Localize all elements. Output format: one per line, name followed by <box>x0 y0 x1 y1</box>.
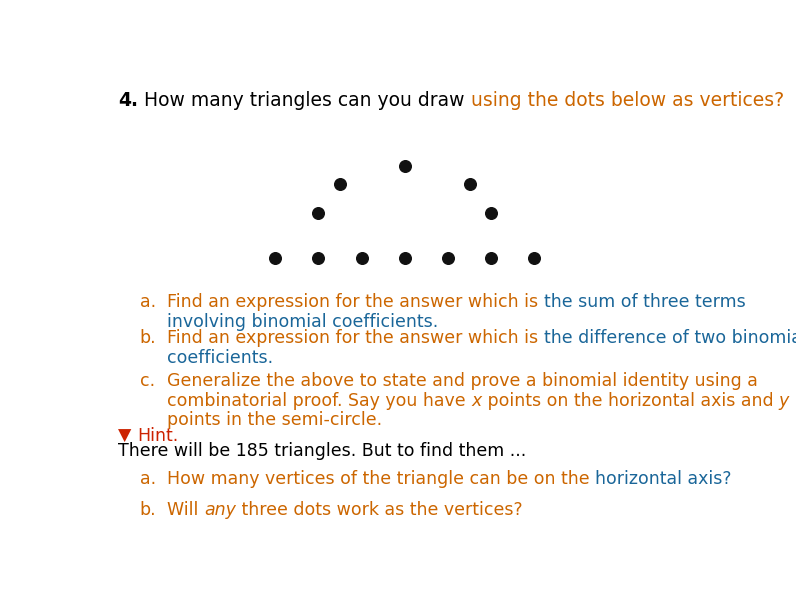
Text: the difference of two binomial: the difference of two binomial <box>544 330 796 347</box>
Point <box>399 161 412 171</box>
Text: 4.: 4. <box>118 92 138 110</box>
Text: There will be 185 triangles. But to find them ...: There will be 185 triangles. But to find… <box>118 442 526 461</box>
Text: a.: a. <box>139 470 156 488</box>
Point <box>528 253 540 263</box>
Text: b.: b. <box>139 330 156 347</box>
Text: Find an expression for the answer which is: Find an expression for the answer which … <box>167 330 544 347</box>
Text: Find an expression for the answer which is: Find an expression for the answer which … <box>167 293 544 311</box>
Text: three dots work as the vertices?: three dots work as the vertices? <box>236 501 523 519</box>
Text: points in the semi-circle.: points in the semi-circle. <box>167 411 383 430</box>
Text: horizontal axis?: horizontal axis? <box>595 470 732 488</box>
Point <box>334 179 346 188</box>
Text: How many triangles can you draw: How many triangles can you draw <box>138 92 470 110</box>
Text: involving binomial coefficients.: involving binomial coefficients. <box>167 313 439 330</box>
Point <box>463 179 476 188</box>
Point <box>312 208 325 218</box>
Point <box>442 253 455 263</box>
Text: Will: Will <box>167 501 205 519</box>
Text: Generalize the above to state and prove a binomial identity using a: Generalize the above to state and prove … <box>167 372 759 390</box>
Text: b.: b. <box>139 501 156 519</box>
Point <box>485 253 498 263</box>
Text: c.: c. <box>139 372 154 390</box>
Text: the sum of three terms: the sum of three terms <box>544 293 746 311</box>
Point <box>269 253 282 263</box>
Text: points on the horizontal axis and: points on the horizontal axis and <box>482 392 778 410</box>
Text: combinatorial proof. Say you have: combinatorial proof. Say you have <box>167 392 471 410</box>
Text: using the dots below as vertices?: using the dots below as vertices? <box>470 92 783 110</box>
Text: a.: a. <box>139 293 156 311</box>
Text: How many vertices of the triangle can be on the: How many vertices of the triangle can be… <box>167 470 595 488</box>
Text: coefficients.: coefficients. <box>167 349 274 367</box>
Text: y: y <box>778 392 789 410</box>
Text: Hint.: Hint. <box>137 427 178 445</box>
Point <box>399 253 412 263</box>
Point <box>355 253 368 263</box>
Text: ▼: ▼ <box>118 427 137 445</box>
Text: x: x <box>471 392 482 410</box>
Point <box>485 208 498 218</box>
Point <box>312 253 325 263</box>
Text: any: any <box>205 501 236 519</box>
